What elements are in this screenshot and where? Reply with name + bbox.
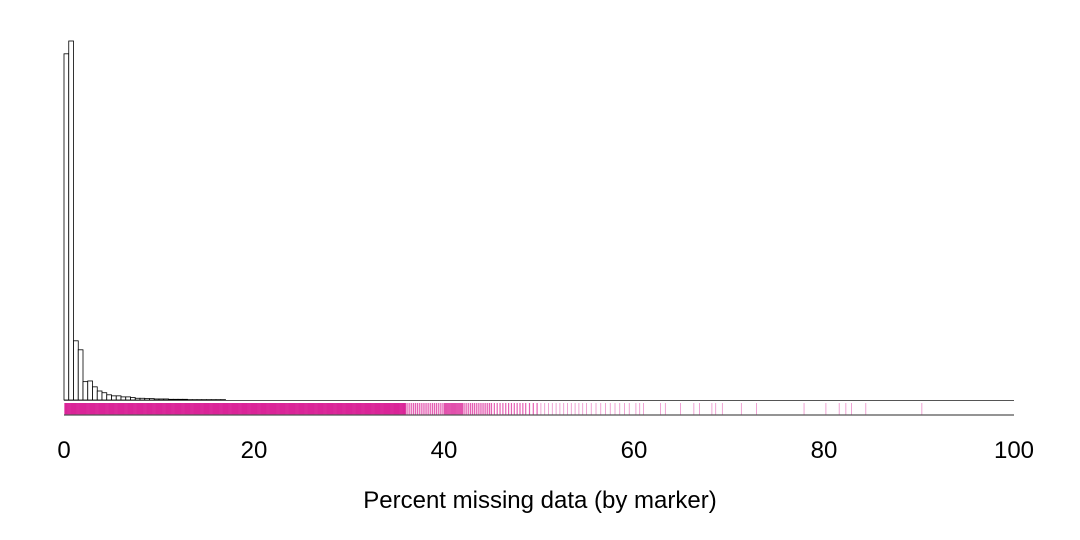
histogram-bar <box>149 398 155 401</box>
histogram-bar <box>111 395 117 401</box>
histogram-bar <box>82 381 89 401</box>
histogram-bar <box>77 349 84 401</box>
histogram-bar <box>63 53 70 401</box>
x-tick-label: 0 <box>57 437 70 464</box>
x-tick-label: 40 <box>431 437 458 464</box>
x-tick-label: 100 <box>994 437 1034 464</box>
histogram-bar <box>68 40 74 401</box>
histogram-bar <box>115 395 122 401</box>
histogram-bar <box>106 394 112 401</box>
histogram-bar <box>96 390 103 401</box>
histogram-bar <box>177 398 184 401</box>
histogram-bar <box>182 398 188 401</box>
histogram-bar <box>139 397 146 401</box>
histogram-bar <box>153 398 160 401</box>
histogram-bar <box>120 396 127 401</box>
histogram-bar <box>125 396 131 401</box>
histogram-bar <box>163 398 169 401</box>
histogram-bar <box>168 398 174 401</box>
histogram-bar <box>144 398 150 401</box>
x-tick-label: 80 <box>811 437 838 464</box>
histogram-bar <box>92 386 98 401</box>
histogram-bar <box>87 380 93 401</box>
x-tick-label: 20 <box>241 437 268 464</box>
x-axis-title: Percent missing data (by marker) <box>363 487 716 514</box>
histogram-bar <box>158 398 165 401</box>
histogram-bar <box>134 397 141 401</box>
rug-marks <box>64 403 923 415</box>
histogram-bar <box>101 392 108 401</box>
histogram-bars <box>63 40 226 401</box>
histogram-bar <box>172 398 179 401</box>
histogram-bar <box>130 397 136 401</box>
histogram-bar <box>73 340 79 401</box>
x-axis-ticks: 0 20 40 60 80 100 <box>57 437 1034 464</box>
x-tick-label: 60 <box>621 437 648 464</box>
